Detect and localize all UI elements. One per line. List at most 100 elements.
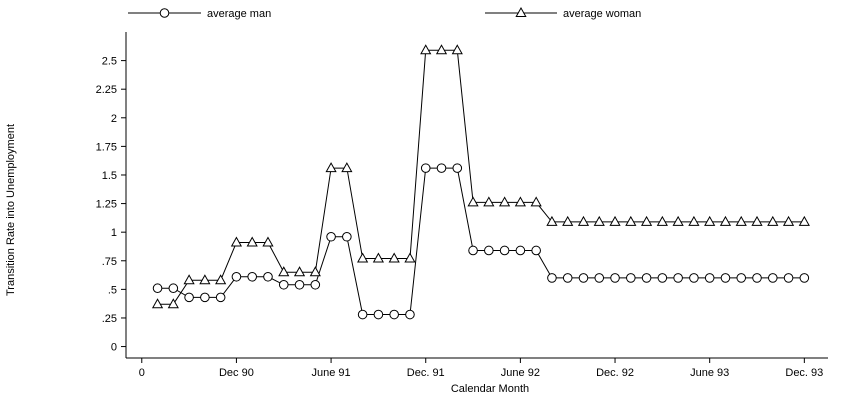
data-point-triangle xyxy=(451,44,463,55)
data-point-triangle xyxy=(151,298,164,309)
data-point-circle xyxy=(263,271,273,282)
y-tick-label: 1.5 xyxy=(102,170,117,182)
data-point-circle xyxy=(783,273,794,283)
x-tick-label: Dec. 93 xyxy=(785,367,823,379)
x-tick-label: Dec. 92 xyxy=(596,367,634,379)
y-tick-label: 2.25 xyxy=(96,84,117,96)
data-point-circle xyxy=(184,292,194,303)
legend-item: average man xyxy=(128,8,271,20)
y-tick-label: 1 xyxy=(111,227,117,239)
legend-marker-circle xyxy=(159,8,170,18)
data-point-triangle xyxy=(341,162,353,173)
data-point-triangle xyxy=(735,215,747,226)
data-point-triangle xyxy=(546,215,558,226)
data-point-circle xyxy=(373,309,384,320)
x-tick-label: June 91 xyxy=(312,367,351,379)
series-line xyxy=(157,49,805,305)
x-tick-label: Dec. 91 xyxy=(407,367,445,379)
x-tick-label: Dec 90 xyxy=(219,367,254,379)
legend-label: average man xyxy=(207,8,271,20)
data-point-circle xyxy=(752,273,762,283)
legend-label: average woman xyxy=(563,8,641,20)
data-point-circle xyxy=(515,245,526,256)
data-point-triangle xyxy=(577,215,590,226)
y-tick-label: 0 xyxy=(111,342,117,354)
data-point-circle xyxy=(657,273,668,283)
data-point-triangle xyxy=(672,215,684,226)
legend: average man average woman xyxy=(128,6,641,20)
data-point-triangle xyxy=(719,215,732,226)
data-point-triangle xyxy=(640,215,653,226)
data-point-triangle xyxy=(357,252,369,263)
data-point-circle xyxy=(326,231,336,242)
data-point-circle xyxy=(200,292,210,303)
y-tick-label: .75 xyxy=(102,256,117,268)
data-point-circle xyxy=(342,231,352,242)
data-point-triangle xyxy=(262,236,274,247)
legend-marker-triangle xyxy=(515,6,527,17)
data-point-circle xyxy=(389,309,399,320)
data-point-circle xyxy=(357,309,368,320)
y-tick-label: 2.5 xyxy=(102,56,117,68)
legend-item: average woman xyxy=(485,6,641,20)
data-point-triangle xyxy=(562,215,574,226)
data-point-triangle xyxy=(404,252,416,263)
series-average-woman xyxy=(151,44,810,309)
y-tick-label: 1.75 xyxy=(96,141,117,153)
data-point-circle xyxy=(420,163,431,173)
data-point-triangle xyxy=(167,298,179,309)
data-point-circle xyxy=(704,273,715,283)
data-point-circle xyxy=(310,279,321,290)
data-point-triangle xyxy=(704,215,716,226)
x-axis: 0 Dec 90 June 91 Dec. 91 June 92 Dec. 92 June … xyxy=(126,357,828,379)
data-point-triangle xyxy=(467,196,479,207)
data-point-circle xyxy=(405,309,415,320)
data-point-triangle xyxy=(309,266,321,277)
x-tick-label: June 93 xyxy=(690,367,729,379)
series-average-man xyxy=(152,163,810,320)
series-layer xyxy=(151,44,810,320)
data-point-circle xyxy=(673,273,683,283)
data-point-triangle xyxy=(499,196,511,207)
data-point-circle xyxy=(578,273,589,283)
data-point-circle xyxy=(468,245,478,256)
data-point-triangle xyxy=(688,215,700,226)
data-point-circle xyxy=(641,273,652,283)
data-point-circle xyxy=(278,279,289,290)
data-point-circle xyxy=(562,273,573,283)
data-point-circle xyxy=(452,163,463,173)
data-point-circle xyxy=(484,245,494,256)
data-point-triangle xyxy=(215,274,227,285)
data-point-triangle xyxy=(514,196,526,207)
data-point-triangle xyxy=(435,44,448,55)
y-axis: 0 .25 .5 .75 1 1.25 1.5 1.75 2 2.25 2.5 xyxy=(96,32,127,358)
data-point-triangle xyxy=(609,215,621,226)
data-point-triangle xyxy=(325,162,337,173)
data-point-triangle xyxy=(530,196,542,207)
x-tick-label: 0 xyxy=(139,367,145,379)
x-tick-label: June 92 xyxy=(501,367,540,379)
data-point-triangle xyxy=(625,215,637,226)
data-point-triangle xyxy=(388,252,400,263)
data-point-circle xyxy=(168,283,179,294)
data-point-circle xyxy=(152,283,163,294)
data-point-triangle xyxy=(798,215,810,226)
data-point-circle xyxy=(247,271,258,282)
data-point-triangle xyxy=(593,215,605,226)
data-point-circle xyxy=(689,273,699,283)
data-point-circle xyxy=(626,273,636,283)
data-point-circle xyxy=(294,279,305,290)
x-axis-title: Calendar Month xyxy=(451,383,529,395)
y-tick-label: .5 xyxy=(108,284,117,296)
data-point-circle xyxy=(215,292,226,303)
data-point-triangle xyxy=(751,215,763,226)
data-point-triangle xyxy=(230,236,243,247)
data-point-triangle xyxy=(420,44,432,55)
data-point-circle xyxy=(720,273,731,283)
data-point-triangle xyxy=(782,215,795,226)
data-point-circle xyxy=(736,273,747,283)
data-point-circle xyxy=(531,245,541,256)
y-tick-label: .25 xyxy=(102,313,117,325)
data-point-triangle xyxy=(199,274,211,285)
